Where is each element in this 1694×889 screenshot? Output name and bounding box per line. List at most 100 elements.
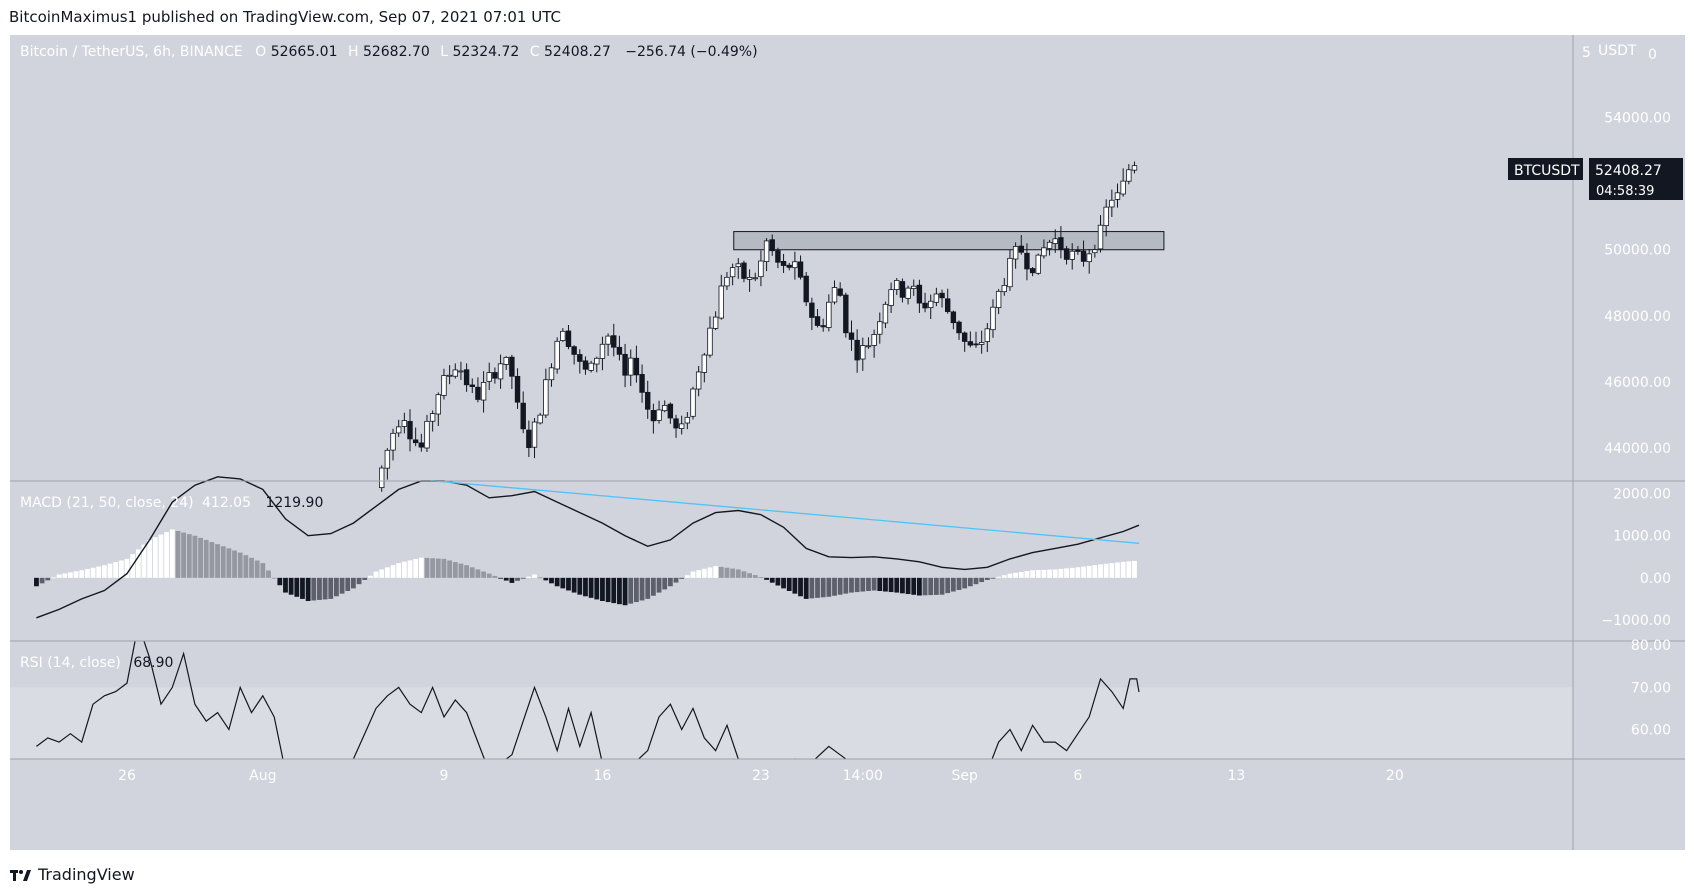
candle <box>633 345 640 383</box>
candle <box>1120 168 1126 197</box>
rsi-band <box>10 687 1573 759</box>
legend-open: 52665.01 <box>271 44 338 60</box>
trading-chart-svg[interactable]: 54000.00 50000.00 48000.00 46000.00 44000.00… <box>10 35 1685 850</box>
candle <box>837 282 843 297</box>
macd-histogram-bar <box>334 577 339 597</box>
macd-histogram-bar <box>860 577 866 592</box>
candle <box>486 362 492 391</box>
candle <box>1114 183 1121 208</box>
price-tick-label: 44000.00 <box>1604 441 1671 457</box>
macd-histogram-bar <box>79 570 85 578</box>
candle-body <box>843 294 849 334</box>
macd-histogram-bar <box>322 577 328 600</box>
candle-body <box>780 260 787 266</box>
macd-histogram-bar <box>464 565 469 578</box>
price-axis[interactable]: 54000.00 50000.00 48000.00 46000.00 44000.00 <box>1604 111 1671 457</box>
candle-body <box>1041 247 1047 257</box>
candle <box>497 354 504 389</box>
candle <box>763 238 770 272</box>
macd-histogram-bar <box>283 577 288 593</box>
time-axis[interactable]: 26 Aug 9 16 23 14:00 Sep 6 13 20 <box>118 768 1404 784</box>
macd-histogram-bar <box>254 560 260 578</box>
macd-histogram-bar <box>922 577 928 596</box>
candle-body <box>899 281 906 298</box>
macd-histogram-bar <box>826 577 832 597</box>
legend-high: 52682.70 <box>363 44 430 60</box>
candle-body <box>588 362 594 371</box>
macd-histogram-bar <box>379 569 385 578</box>
candle-body <box>424 420 430 449</box>
candle <box>712 311 719 331</box>
svg-text:RSI (14, close) 68.90: RSI (14, close) 68.90 <box>20 655 173 671</box>
macd-legend-value2: 1219.90 <box>265 495 323 511</box>
candle-body <box>854 339 860 361</box>
candle <box>429 410 436 432</box>
candle-body <box>809 302 815 318</box>
candle-body <box>831 287 838 303</box>
candle-body <box>514 375 521 403</box>
macd-histogram-bar <box>900 577 905 594</box>
legend-change: −256.74 (−0.49%) <box>625 44 757 60</box>
candle-body <box>871 334 877 346</box>
candle <box>554 337 560 374</box>
macd-histogram-bar <box>328 577 334 599</box>
candle <box>1097 215 1104 253</box>
candle <box>571 345 577 365</box>
candle <box>848 320 855 351</box>
macd-histogram-bar <box>577 577 583 595</box>
candle-body <box>1018 245 1024 253</box>
candle <box>1052 229 1058 253</box>
macd-histogram-bar <box>407 560 413 578</box>
candle <box>463 363 470 392</box>
candle <box>939 289 945 308</box>
candle <box>888 282 894 313</box>
macd-histogram-bar <box>537 577 543 579</box>
macd-histogram-bar <box>673 577 679 583</box>
macd-histogram-bar <box>1126 561 1132 578</box>
candle-body <box>1029 268 1036 274</box>
candle <box>995 288 1002 315</box>
macd-histogram-bar <box>849 577 854 593</box>
macd-histogram-bar <box>973 577 979 585</box>
macd-histogram-bar <box>441 558 447 578</box>
rsi-line <box>36 641 1140 759</box>
candle-body <box>594 357 600 365</box>
candle-body <box>973 343 979 346</box>
chart-area[interactable]: 54000.00 50000.00 48000.00 46000.00 44000.00… <box>10 35 1685 850</box>
publication-header: BitcoinMaximus1 published on TradingView… <box>9 8 561 26</box>
candle-body <box>837 288 843 296</box>
candle-body <box>877 321 883 335</box>
macd-histogram-bar <box>271 577 277 579</box>
macd-histogram-bar <box>967 577 973 587</box>
price-candles <box>378 161 1138 492</box>
candle-body <box>509 356 515 377</box>
candle-body <box>390 432 396 451</box>
candle-body <box>814 316 821 326</box>
time-tick-label: 16 <box>594 768 612 784</box>
legend-symbol: Bitcoin / TetherUS, 6h, BINANCE <box>20 44 243 60</box>
macd-histogram-bar <box>786 577 792 591</box>
candle-body <box>650 410 657 422</box>
candle-body <box>452 369 458 377</box>
macd-histogram-bar <box>209 542 215 578</box>
macd-histogram-bar <box>628 577 634 604</box>
macd-histogram-bar <box>192 535 198 578</box>
candle <box>831 280 838 305</box>
candle-body <box>554 340 560 370</box>
macd-histogram-bar <box>492 575 498 578</box>
candle <box>667 402 674 424</box>
macd-histogram-bar <box>526 576 532 578</box>
candle-body <box>894 280 900 291</box>
macd-histogram-bar <box>345 577 351 591</box>
candle-body <box>639 374 645 393</box>
candle-body <box>775 250 781 263</box>
macd-histogram-bar <box>803 577 809 599</box>
candle <box>769 234 775 256</box>
candle-body <box>560 330 566 341</box>
price-tick-label: 54000.00 <box>1604 111 1671 127</box>
macd-histogram-bar <box>815 577 820 598</box>
candle <box>746 269 753 292</box>
price-tick-label: 46000.00 <box>1604 375 1671 391</box>
footer-brand: TradingView <box>38 865 135 884</box>
legend-close-label: C <box>530 44 540 60</box>
